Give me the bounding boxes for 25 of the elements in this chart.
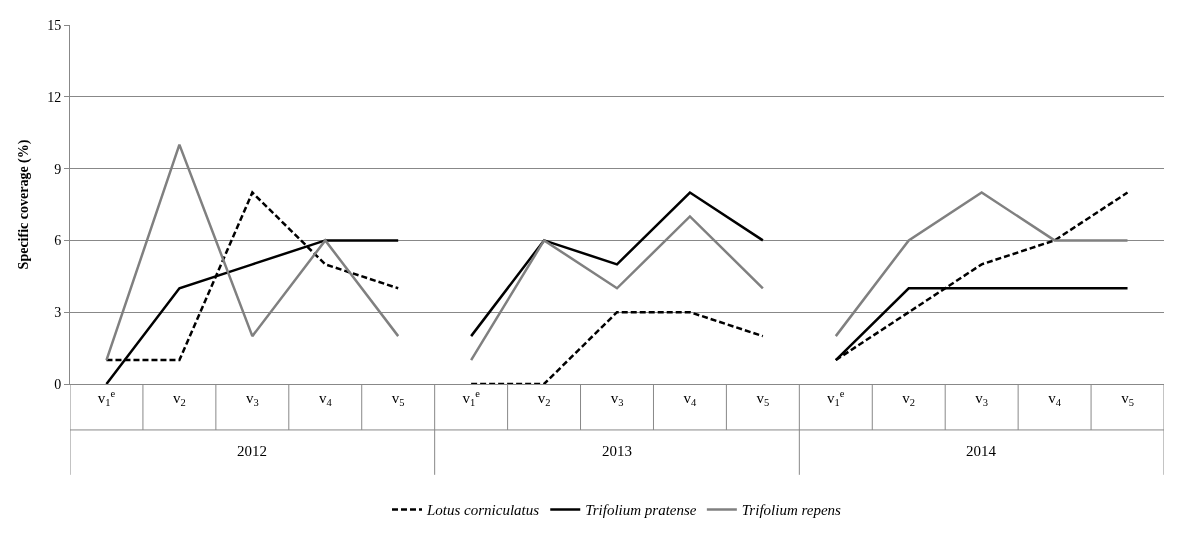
y-tick-label: 9 bbox=[54, 161, 62, 177]
y-tick-label: 12 bbox=[47, 89, 62, 105]
y-tick-label: 6 bbox=[54, 233, 62, 249]
y-tick-label: 0 bbox=[54, 376, 62, 392]
y-axis-title: Specific coverage (%) bbox=[15, 139, 32, 270]
x-tick-label: v$_{3}$ bbox=[975, 390, 989, 409]
y-tick-label: 3 bbox=[54, 305, 62, 321]
text: 2013 bbox=[602, 443, 632, 459]
text: 2014 bbox=[966, 443, 997, 459]
x-tick-label: v$_{4}$ bbox=[1048, 390, 1062, 409]
x-tick-label: v$_{3}$ bbox=[245, 390, 259, 409]
legend-label: Lotus corniculatus bbox=[426, 502, 540, 519]
x-tick-label: v$_{3}$ bbox=[610, 390, 624, 409]
x-tick-label: v$_{5}$ bbox=[1121, 390, 1134, 409]
x-tick-label: v$_{5}$ bbox=[391, 390, 405, 409]
x-tick-label: v$_{5}$ bbox=[756, 390, 770, 409]
x-tick-label: v$_{2}$ bbox=[902, 390, 916, 409]
text: 2012 bbox=[237, 443, 267, 459]
x-tick-label: v$_{2}$ bbox=[173, 390, 186, 409]
x-tick-label: v$_{4}$ bbox=[683, 390, 698, 409]
y-tick-label: 15 bbox=[47, 17, 62, 33]
x-tick-label: v$_{2}$ bbox=[537, 390, 551, 409]
legend-label: Trifolium repens bbox=[741, 502, 842, 519]
legend-label: Trifolium pratense bbox=[585, 502, 697, 519]
x-tick-label: v$_{4}$ bbox=[318, 390, 333, 409]
